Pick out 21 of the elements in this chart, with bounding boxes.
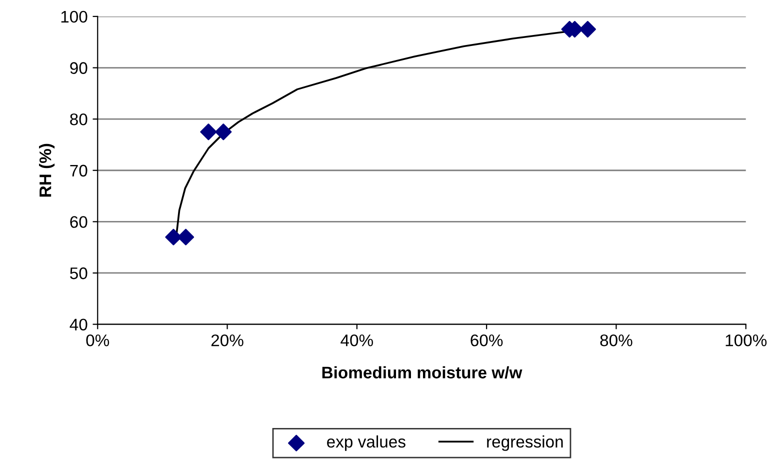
y-tick-label: 50 <box>70 267 88 280</box>
point <box>200 124 217 140</box>
point <box>215 124 232 140</box>
y-tick-label: 90 <box>70 62 88 74</box>
x-axis-title: Biomedium moisture w/w <box>322 366 522 379</box>
y-tick-label: 70 <box>70 164 88 177</box>
y-tick-label: 100 <box>61 10 88 23</box>
y-tick-label: 40 <box>70 318 88 331</box>
y-tick-label: 80 <box>70 113 88 126</box>
point <box>165 228 182 246</box>
legend-label: exp values <box>327 435 406 451</box>
point <box>579 20 596 38</box>
x-tick-label: 80% <box>600 334 632 346</box>
x-tick-label: 60% <box>470 334 503 346</box>
x-tick-label: 0% <box>86 334 110 346</box>
y-tick-label: 60 <box>70 216 88 228</box>
x-tick-label: 100% <box>726 334 767 346</box>
x-tick-label: 20% <box>211 334 244 346</box>
x-tick-label: 40% <box>340 334 374 346</box>
legend-label: regression <box>487 435 563 451</box>
y-axis-title: RH (%) <box>39 144 55 197</box>
